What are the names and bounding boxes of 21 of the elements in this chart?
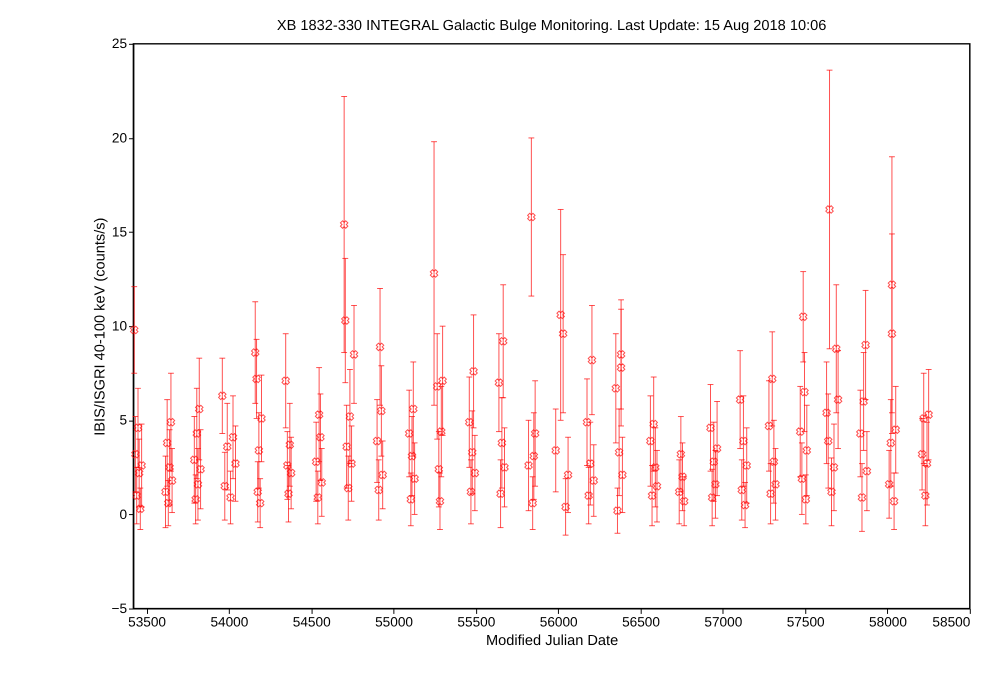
- x-tick-label: 54000: [210, 614, 249, 630]
- y-tick-label: 10: [112, 318, 128, 334]
- x-tick-label: 57500: [786, 614, 826, 630]
- x-tick-label: 53500: [128, 614, 166, 630]
- x-tick-label: 55500: [457, 614, 496, 630]
- y-tick-label: 20: [112, 130, 128, 146]
- y-tick-label: 0: [119, 506, 128, 522]
- x-tick-label: 58000: [869, 614, 908, 630]
- x-axis-title: Modified Julian Date: [486, 633, 618, 650]
- x-tick-label: 58500: [932, 614, 971, 630]
- y-tick-label: 5: [119, 412, 128, 428]
- y-tick-label: 25: [112, 36, 128, 52]
- y-tick-label: −5: [112, 600, 128, 616]
- y-axis-title: IBIS/ISGRI 40-100 keV (counts/s): [92, 218, 109, 436]
- y-tick-label: 15: [112, 224, 128, 240]
- x-tick-label: 57000: [704, 614, 743, 630]
- x-tick-label: 56000: [540, 614, 578, 630]
- x-tick-label: 54500: [292, 614, 332, 630]
- x-tick-label: 56500: [622, 614, 660, 630]
- x-tick-label: 55000: [375, 614, 414, 630]
- chart-title: XB 1832-330 INTEGRAL Galactic Bulge Monitoring. Last Update: 15 Aug 2018 10:06: [276, 18, 826, 34]
